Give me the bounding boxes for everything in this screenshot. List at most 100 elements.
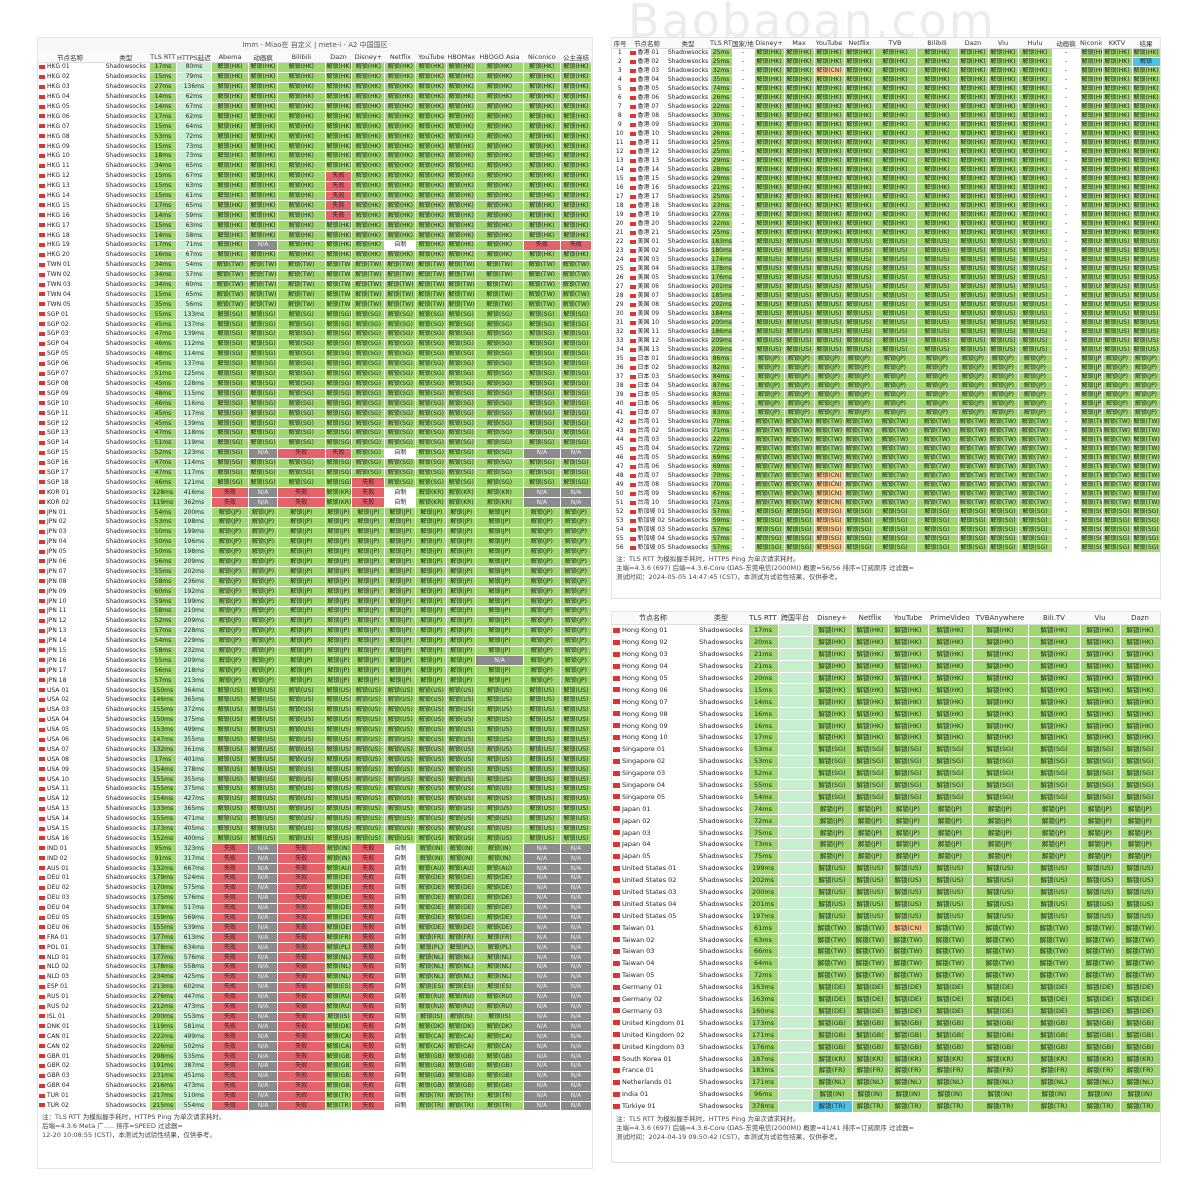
unlock-status-cell: 解锁(CN) [814, 489, 845, 499]
unlock-status-cell: 解锁(JP) [560, 626, 592, 637]
cross-platform-cell [778, 886, 813, 899]
unlock-status-cell: 失败 [560, 240, 592, 251]
tls-rtt: 234ms [149, 972, 177, 983]
unlock-status-cell: 解锁(SG) [814, 534, 845, 544]
unlock-status-cell: 解锁(SG) [784, 507, 815, 517]
unlock-status-cell: 解锁(JP) [211, 507, 250, 518]
flag-icon [39, 777, 45, 782]
unlock-status-cell: 解锁(HK) [852, 695, 889, 709]
unlock-status-cell: 解锁(HK) [475, 240, 524, 251]
unlock-status-cell: 解锁(HK) [560, 161, 592, 172]
tls-rtt: 54ms [149, 507, 177, 518]
unlock-status-cell: 解锁(CA) [415, 1031, 448, 1043]
flag-icon [39, 608, 45, 613]
unlock-status-cell: 解锁(JP) [988, 372, 1019, 382]
table-row: Hong Kong 08 Shadowsocks 16ms 解锁(HK) 解锁(HK) 解… [612, 707, 1160, 721]
unlock-status-cell: N/A [560, 922, 592, 934]
unlock-status-cell: 解锁(US) [784, 291, 815, 301]
unlock-status-cell: 解锁(SG) [211, 448, 250, 459]
row-index: 12 [612, 147, 629, 157]
unlock-status-cell: 解锁(SG) [523, 408, 561, 420]
unlock-status-cell: 解锁(US) [384, 784, 417, 795]
https-latency: 73ms [176, 141, 212, 153]
unlock-status-cell: 解锁(HK) [754, 210, 785, 220]
unlock-status-cell: 解锁(TW) [784, 462, 815, 472]
unlock-status-cell: 失败 [211, 972, 250, 983]
unlock-status-cell: 解锁(US) [1132, 345, 1160, 355]
unlock-status-cell: 解锁(US) [916, 336, 959, 346]
unlock-status-cell: 解锁(SG) [988, 525, 1019, 535]
unlock-status-cell: 解锁(KR) [852, 1052, 889, 1065]
node-name: RUS 01 [47, 993, 69, 1001]
node-name-cell: 香港 18 [628, 201, 667, 211]
table-row: 37 日本 03 Shadowsocks 84ms - 解锁(JP) 解锁(JP) 解锁(… [612, 372, 1160, 382]
unlock-status-cell: 解锁(SG) [475, 468, 524, 479]
unlock-status-cell: 解锁(US) [844, 273, 875, 283]
unlock-status-cell: 解锁(DE) [415, 903, 448, 914]
node-type: Shadowsocks [102, 1061, 151, 1072]
unlock-status-cell: 解锁(ES) [446, 982, 477, 993]
unlock-status-cell: 解锁(US) [1132, 318, 1160, 328]
unlock-status-cell: 解锁(US) [784, 273, 815, 283]
unlock-status-cell: 解锁(NL) [325, 952, 353, 964]
unlock-status-cell: 解锁(TW) [1018, 417, 1053, 427]
tls-rtt: 54ms [748, 790, 779, 804]
node-name: 美国 04 [637, 265, 660, 272]
cross-platform-cell [778, 731, 813, 744]
node-type: Shadowsocks [102, 398, 151, 410]
unlock-status-cell: 解锁(TW) [874, 462, 917, 472]
unlock-status-cell: 解锁(HK) [351, 82, 386, 93]
unlock-status-cell: 解锁(JP) [958, 354, 989, 364]
flag-icon [39, 302, 45, 307]
table-row: Japan 04 Shadowsocks 73ms 解锁(JP) 解锁(JP) 解锁(JP… [612, 838, 1160, 851]
node-name: SGP 01 [47, 310, 69, 318]
node-type: Shadowsocks [102, 665, 151, 677]
unlock-status-cell: 解锁(SG) [277, 458, 326, 469]
region-cell: - [732, 147, 755, 157]
node-type: Shadowsocks [102, 92, 151, 103]
unlock-status-cell: 解锁(US) [1018, 300, 1053, 310]
row-index: 45 [612, 444, 629, 454]
node-name-cell: SGP 02 [38, 319, 103, 331]
unlock-status-cell: 解锁(JP) [446, 626, 477, 637]
unlock-status-cell: N/A [523, 942, 561, 954]
unlock-status-cell: 解锁(JP) [1028, 838, 1081, 851]
unlock-status-cell: 解锁(HK) [988, 156, 1019, 166]
https-latency: 123ms [176, 448, 212, 459]
node-type: Shadowsocks [694, 886, 749, 899]
unlock-status-cell: 解锁(JP) [844, 381, 875, 391]
unlock-status-cell: 解锁(HK) [415, 72, 448, 83]
unlock-status-cell: 解锁(HK) [844, 228, 875, 238]
unlock-status-cell: 解锁(SG) [384, 369, 417, 380]
node-type: Shadowsocks [666, 246, 711, 256]
node-type: Shadowsocks [102, 655, 151, 667]
unlock-status-cell: 解锁(TR) [325, 1091, 353, 1102]
table-row: 39 日本 05 Shadowsocks 83ms - 解锁(JP) 解锁(JP) 解锁(… [612, 390, 1160, 400]
node-name-cell: 香港 20 [628, 219, 667, 229]
row-index: 5 [612, 84, 629, 94]
unlock-status-cell: 解锁(JP) [812, 838, 853, 851]
node-name-cell: Japan 04 [612, 838, 695, 851]
node-type: Shadowsocks [666, 300, 711, 310]
unlock-status-cell: 解锁(SG) [446, 428, 477, 439]
unlock-status-cell: 解锁(HK) [916, 147, 959, 157]
table-row: DEU 06 Shadowsocks 155ms 539ms 失败 N/A 失败 解锁(DE)… [38, 922, 592, 934]
unlock-status-cell: 解锁(US) [560, 774, 592, 786]
node-name-cell: HKG 16 [38, 210, 103, 222]
unlock-status-cell: 解锁(JP) [415, 517, 448, 528]
cross-platform-cell [778, 921, 813, 935]
unlock-status-cell: 解锁(HK) [211, 220, 250, 232]
unlock-status-cell: 解锁(HK) [523, 131, 561, 143]
unlock-status-cell: 自制 [384, 1091, 417, 1102]
tls-rtt: 202ms [710, 300, 733, 310]
unlock-status-cell: 解锁(JP) [325, 626, 353, 637]
node-name: SGP 16 [47, 459, 69, 467]
unlock-status-cell: 解锁(TW) [325, 289, 353, 301]
unlock-status-cell: N/A [248, 487, 279, 499]
unlock-status-cell: N/A [560, 1041, 592, 1053]
unlock-status-cell: 解锁(US) [248, 794, 279, 805]
unlock-status-cell: N/A [523, 1071, 561, 1082]
unlock-status-cell: 解锁(SG) [1080, 743, 1121, 756]
unlock-status-cell: 解锁(HK) [972, 624, 1029, 637]
table-row: 28 美国 07 Shadowsocks 185ms - 解锁(US) 解锁(US) 解锁… [612, 291, 1160, 301]
